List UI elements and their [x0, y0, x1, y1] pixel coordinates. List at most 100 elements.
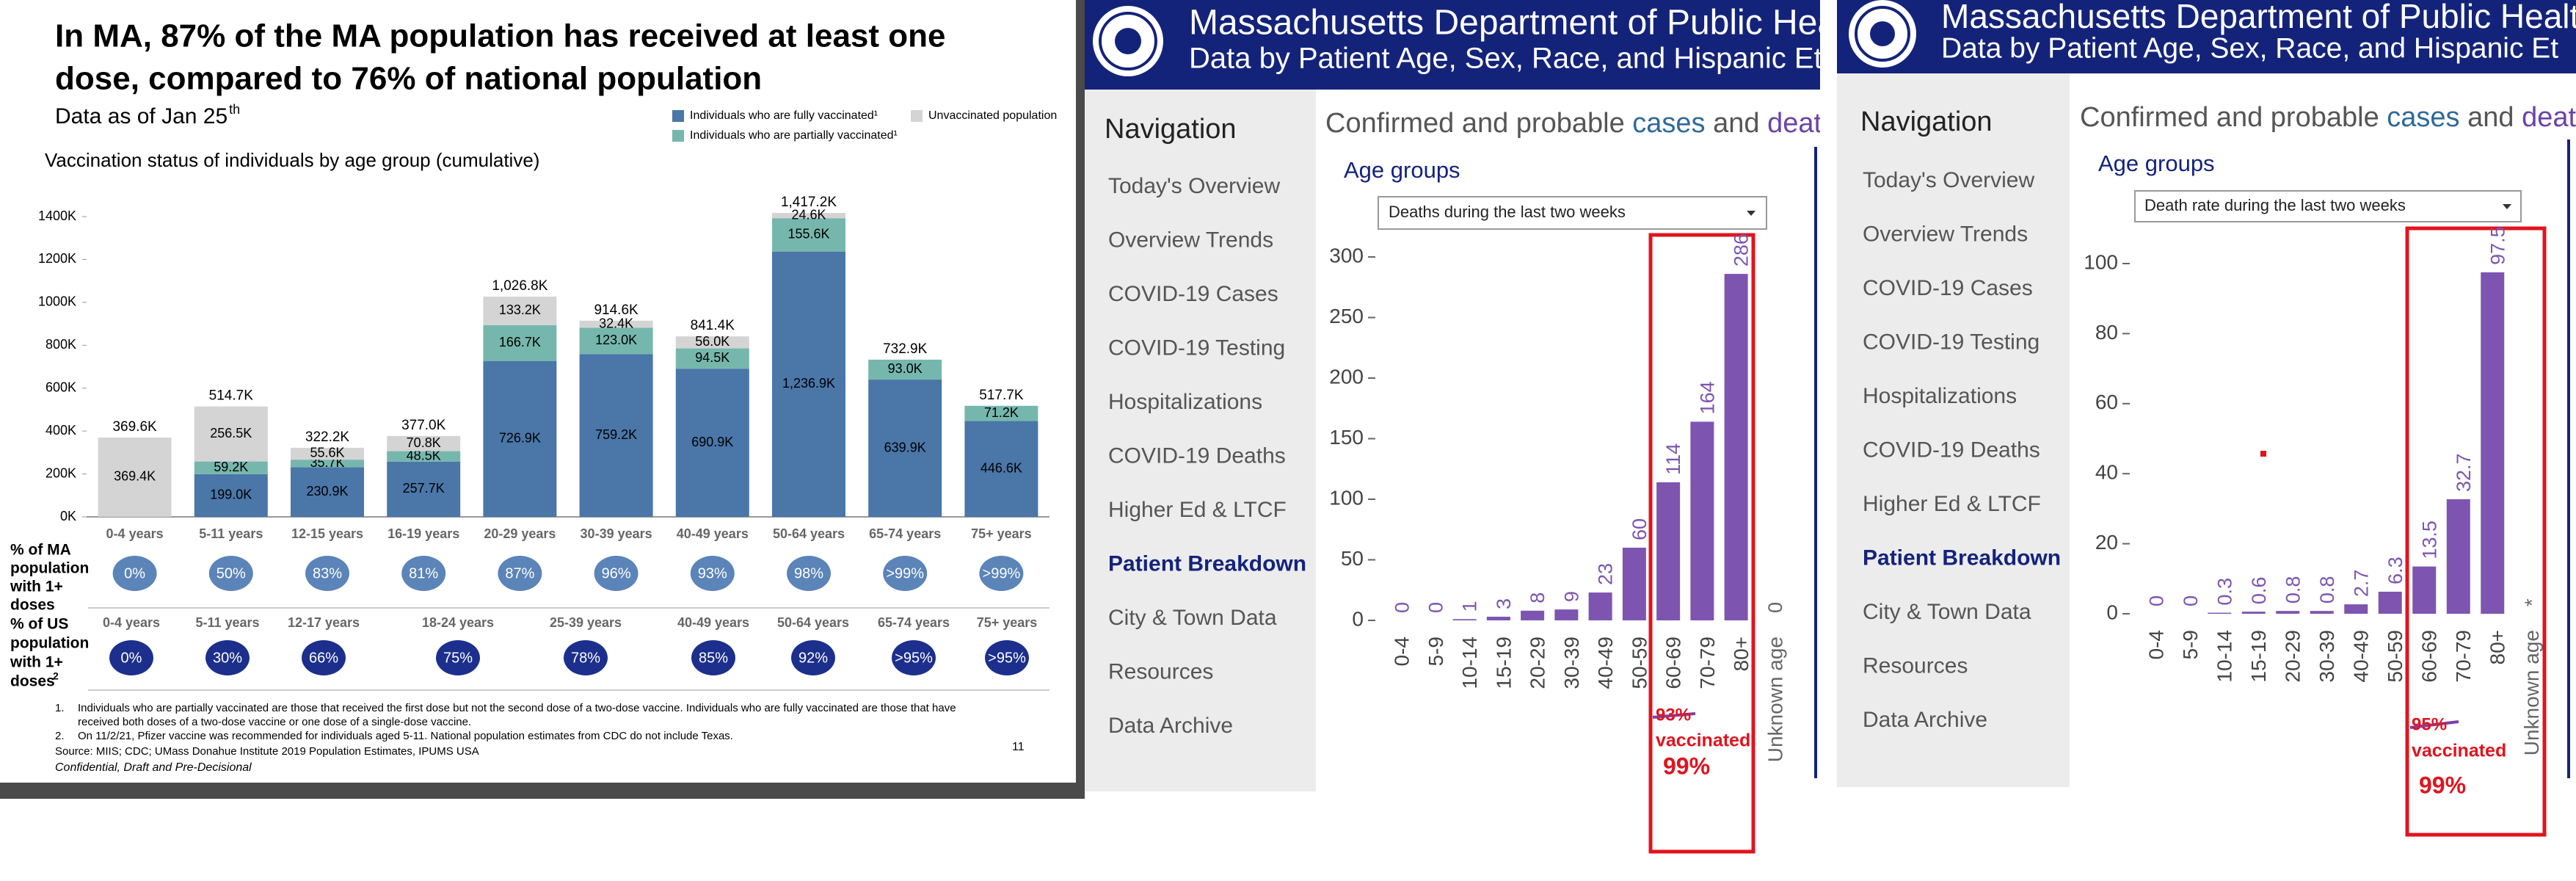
ma-percent-badge: [883, 556, 928, 591]
bar-value-label: 32.4K: [599, 316, 633, 330]
page-title-part: deaths: [2522, 102, 2576, 133]
x-tick-label: 50-59: [2384, 630, 2406, 683]
bar-value-label: 1,236.9K: [782, 376, 835, 391]
page-title-part: deaths: [1767, 108, 1851, 139]
value-label: 1: [1459, 601, 1481, 612]
y-tick-label: 80: [2095, 321, 2118, 344]
y-tick-label: 20: [2095, 531, 2118, 554]
row-label: with 1+: [10, 579, 63, 595]
dashboard-panel: Massachusetts Department of Public Healt…: [1085, 0, 1855, 854]
us-percent-badge: [109, 640, 153, 675]
nav-item[interactable]: Today's Overview: [1108, 174, 1280, 198]
us-percent: 0%: [121, 650, 142, 666]
x-tick-label: 16-19 years: [388, 526, 459, 541]
bar-segment: [868, 380, 942, 517]
bar-value-label: 59.2K: [214, 460, 248, 474]
bar-segment: [772, 251, 845, 517]
value-label: 3: [1493, 598, 1515, 609]
dropdown-text: Death rate during the last two weeks: [2144, 196, 2406, 214]
value-label: 0.8: [2282, 576, 2304, 604]
seal-ring: [1855, 6, 1910, 62]
bar-segment: [483, 360, 557, 517]
total-label: 322.2K: [305, 429, 350, 445]
annotation-note: vaccinated: [2412, 741, 2506, 761]
nav-item[interactable]: Higher Ed & LTCF: [1863, 492, 2041, 516]
bar: [1724, 274, 1748, 620]
bar-value-label: 48.5K: [407, 448, 441, 463]
nav-item[interactable]: City & Town Data: [1863, 600, 2031, 624]
legend-label: Individuals who are partially vaccinated…: [690, 129, 898, 142]
y-tick-label: 300: [1329, 244, 1364, 267]
nav-item[interactable]: Data Archive: [1863, 708, 1987, 732]
bar: [1452, 619, 1477, 620]
footnote-number: 2.: [55, 730, 65, 742]
ma-percent: 0%: [124, 565, 145, 581]
header-title: Massachusetts Department of Public Healt: [1189, 4, 1855, 43]
x-tick-label: 20-29: [2282, 630, 2304, 683]
x-tick-label: 5-9: [1425, 637, 1447, 666]
total-label: 369.6K: [112, 419, 157, 435]
nav-item[interactable]: Higher Ed & LTCF: [1108, 498, 1287, 522]
bar-value-label: 369.4K: [114, 469, 156, 484]
seal-center: [1870, 21, 1895, 46]
nav-item[interactable]: COVID-19 Testing: [1108, 336, 1285, 360]
nav-item[interactable]: Resources: [1108, 659, 1213, 684]
ma-percent-badge: [594, 556, 638, 591]
header-bar: [1085, 0, 1820, 90]
nav-item[interactable]: Patient Breakdown: [1108, 551, 1306, 576]
annotation-box: [1648, 233, 1755, 854]
value-label: 6.3: [2384, 556, 2406, 584]
nav-item[interactable]: COVID-19 Deaths: [1108, 443, 1286, 468]
nav-item[interactable]: Overview Trends: [1108, 228, 1273, 252]
bar-segment: [98, 438, 172, 517]
x-tick-label: 15-19: [2247, 630, 2270, 683]
page-title: Confirmed and probable cases and deaths: [2080, 102, 2576, 133]
legend-label: Individuals who are fully vaccinated¹: [690, 109, 878, 122]
nav-item[interactable]: Overview Trends: [1863, 222, 2028, 246]
footnote-text: Individuals who are partially vaccinated…: [78, 702, 956, 714]
nav-item[interactable]: Data Archive: [1108, 714, 1233, 738]
dropdown[interactable]: [1378, 196, 1767, 230]
us-percent: 30%: [213, 650, 242, 666]
bar: [2241, 612, 2266, 614]
bar: [2481, 272, 2505, 614]
x-tick-label: 30-39: [2315, 630, 2338, 683]
page-title: Confirmed and probable cases and deaths: [1325, 108, 1851, 139]
nav-item[interactable]: COVID-19 Cases: [1863, 276, 2033, 300]
y-tick-label: 800K: [46, 337, 76, 352]
y-tick-label: 1400K: [38, 209, 76, 223]
ma-percent: 96%: [602, 565, 631, 581]
nav-item[interactable]: COVID-19 Testing: [1863, 330, 2040, 354]
nav-item[interactable]: COVID-19 Deaths: [1863, 438, 2040, 462]
x-tick-label: Unknown age: [2520, 630, 2543, 755]
row-label: population: [10, 635, 89, 652]
bar-value-label: 446.6K: [980, 461, 1022, 476]
nav-item[interactable]: Hospitalizations: [1108, 390, 1262, 414]
x-tick-label: 60-69: [2418, 630, 2441, 683]
bar-segment: [675, 348, 749, 369]
value-label: 0.6: [2248, 577, 2270, 605]
page-title-part: Confirmed and probable: [2080, 102, 2387, 133]
us-percent-badge: [205, 640, 250, 675]
nav-item[interactable]: COVID-19 Cases: [1108, 282, 1278, 306]
bar-value-label: 690.9K: [691, 435, 733, 449]
confidential: Confidential, Draft and Pre-Decisional: [55, 761, 252, 774]
nav-item[interactable]: City & Town Data: [1108, 606, 1277, 630]
row-label: doses: [10, 597, 55, 614]
nav-item[interactable]: Today's Overview: [1863, 168, 2034, 192]
bar: [2276, 611, 2300, 614]
x-tick-label: 60-69: [1662, 637, 1685, 689]
total-label: 841.4K: [691, 318, 735, 333]
nav-item[interactable]: Hospitalizations: [1863, 384, 2017, 408]
value-label: 9: [1561, 591, 1583, 602]
us-category: 75+ years: [977, 615, 1038, 630]
bar-segment: [675, 369, 749, 517]
us-category: 65-74 years: [878, 615, 950, 630]
nav-item[interactable]: Patient Breakdown: [1863, 545, 2061, 570]
nav-item[interactable]: Resources: [1863, 653, 1968, 678]
strike-line: [1652, 712, 1696, 719]
bar-value-label: 56.0K: [695, 334, 729, 349]
dropdown[interactable]: [2134, 190, 2522, 222]
legend-label: Unvaccinated population: [928, 109, 1057, 122]
us-category: 25-39 years: [550, 615, 622, 630]
